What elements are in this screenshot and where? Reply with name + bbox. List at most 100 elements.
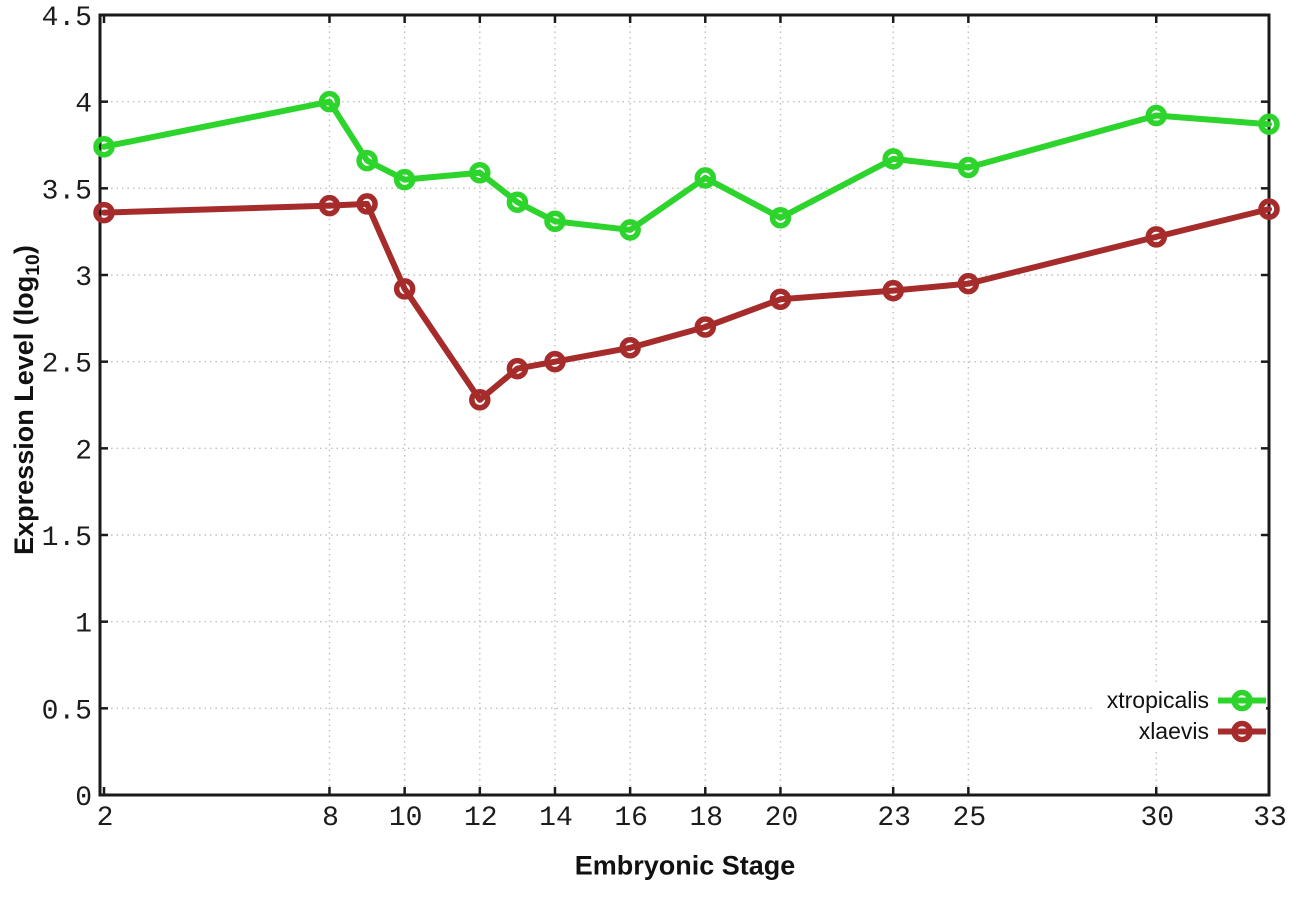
legend-item-xlaevis: xlaevis xyxy=(1107,716,1266,747)
legend: xtropicalis xlaevis xyxy=(1092,684,1266,748)
xlaevis-marker xyxy=(769,288,792,311)
x-tick-label: 2 xyxy=(97,803,114,834)
legend-label: xtropicalis xyxy=(1106,687,1209,713)
xlaevis-marker-dot xyxy=(101,210,107,216)
xlaevis-marker xyxy=(469,389,491,411)
x-tick-label: 14 xyxy=(539,803,573,834)
x-tick-label: 18 xyxy=(689,803,723,834)
xtropicalis-marker-dot xyxy=(1153,112,1159,119)
xlaevis-marker xyxy=(318,194,341,217)
xlaevis-marker xyxy=(356,193,378,215)
xlaevis-marker-dot xyxy=(326,203,333,209)
xlaevis-marker-dot xyxy=(777,296,784,302)
x-tick-label: 12 xyxy=(464,803,498,834)
x-tick-label: 30 xyxy=(1140,803,1174,834)
xlaevis-marker-dot xyxy=(965,281,971,287)
xtropicalis-marker xyxy=(544,210,566,233)
xtropicalis-marker-dot xyxy=(1266,121,1272,127)
y-tick-label: 4.5 xyxy=(42,3,92,34)
y-tick-label: 2.5 xyxy=(42,350,92,381)
xtropicalis-marker-dot xyxy=(402,177,408,183)
xlaevis-marker-dot xyxy=(364,201,370,207)
xlaevis-marker xyxy=(544,350,566,373)
xtropicalis-marker-dot xyxy=(965,164,971,171)
tick-labels: 0 0.5 1 1.5 2 2.5 3 3.5 4 4.5 2 8 10 12 14 16 18 20 23 25 30… xyxy=(42,3,1287,834)
y-tick-label: 0.5 xyxy=(42,696,92,727)
y-tick-label: 4 xyxy=(75,90,92,121)
x-tick-label: 8 xyxy=(322,803,339,834)
xlaevis-marker-dot xyxy=(1266,206,1272,212)
legend-sample-circle xyxy=(1231,689,1253,712)
xlaevis-marker xyxy=(619,337,641,359)
legend-label: xlaevis xyxy=(1138,718,1209,744)
legend-sample-marker xyxy=(1218,689,1266,712)
xtropicalis-marker xyxy=(469,161,491,184)
xtropicalis-marker-dot xyxy=(890,156,896,162)
xtropicalis-marker xyxy=(393,168,416,191)
xlaevis-marker xyxy=(957,272,980,295)
y-axis-title-subscript: 10 xyxy=(22,254,45,276)
x-tick-label: 23 xyxy=(877,803,911,834)
xtropicalis-marker xyxy=(619,219,641,241)
y-tick-label: 3 xyxy=(75,263,92,294)
xlaevis-marker-dot xyxy=(514,366,520,372)
legend-sample-circle xyxy=(1231,720,1253,743)
xtropicalis-marker-dot xyxy=(364,158,370,164)
legend-sample-dot xyxy=(1239,728,1245,735)
xtropicalis-marker-dot xyxy=(477,170,483,176)
xtropicalis-marker-dot xyxy=(702,175,708,181)
x-axis-title: Embryonic Stage xyxy=(574,850,796,881)
y-axis-title: Expression Level (log10) xyxy=(9,245,45,555)
xtropicalis-marker xyxy=(694,167,717,189)
xtropicalis-marker xyxy=(1258,113,1280,135)
xtropicalis-marker xyxy=(318,90,341,113)
xtropicalis-marker-dot xyxy=(627,227,633,233)
xtropicalis-marker xyxy=(1145,104,1168,127)
axes xyxy=(98,13,1271,797)
xlaevis-marker xyxy=(882,279,904,302)
y-tick-label: 3.5 xyxy=(42,176,92,207)
y-axis-title-text: Expression Level (log xyxy=(8,275,39,555)
xlaevis-marker xyxy=(1145,226,1168,248)
legend-sample-marker xyxy=(1218,720,1266,743)
xtropicalis-marker xyxy=(957,156,980,179)
series-xlaevis xyxy=(93,193,1280,411)
plot-border xyxy=(98,13,1271,797)
xlaevis-marker-dot xyxy=(627,345,633,351)
y-tick-label: 1 xyxy=(75,610,92,641)
xlaevis-marker-dot xyxy=(1153,234,1159,240)
y-tick-label: 2 xyxy=(75,436,92,467)
xtropicalis-marker-dot xyxy=(326,99,333,105)
xlaevis-marker xyxy=(393,278,416,300)
xtropicalis-marker-dot xyxy=(777,215,784,221)
xtropicalis-marker xyxy=(882,148,904,170)
xtropicalis-line xyxy=(101,98,1272,233)
series-xtropicalis xyxy=(93,90,1280,241)
xlaevis-marker xyxy=(506,357,529,380)
xlaevis-marker-dot xyxy=(552,359,558,365)
xtropicalis-marker-dot xyxy=(101,144,107,150)
legend-item-xtropicalis: xtropicalis xyxy=(1107,685,1266,716)
xtropicalis-marker xyxy=(506,191,529,213)
x-tick-label: 10 xyxy=(389,803,423,834)
xtropicalis-marker xyxy=(93,135,115,158)
x-tick-label: 20 xyxy=(765,803,799,834)
gridlines xyxy=(100,15,1269,795)
y-tick-label: 1.5 xyxy=(42,523,92,554)
x-tick-label: 16 xyxy=(614,803,648,834)
xtropicalis-marker-dot xyxy=(514,199,520,205)
xlaevis-line xyxy=(101,200,1272,403)
xlaevis-marker-dot xyxy=(890,288,896,294)
xtropicalis-marker-dot xyxy=(552,218,558,224)
legend-sample-dot xyxy=(1239,697,1245,704)
xlaevis-marker xyxy=(93,201,115,224)
y-tick-label: 0 xyxy=(75,783,92,814)
xtropicalis-marker xyxy=(356,149,378,172)
x-tick-label: 33 xyxy=(1253,803,1287,834)
y-axis-title-close-paren: ) xyxy=(8,245,39,255)
xlaevis-marker-dot xyxy=(702,324,708,330)
xlaevis-marker-dot xyxy=(402,286,408,292)
xlaevis-marker xyxy=(1258,198,1280,220)
